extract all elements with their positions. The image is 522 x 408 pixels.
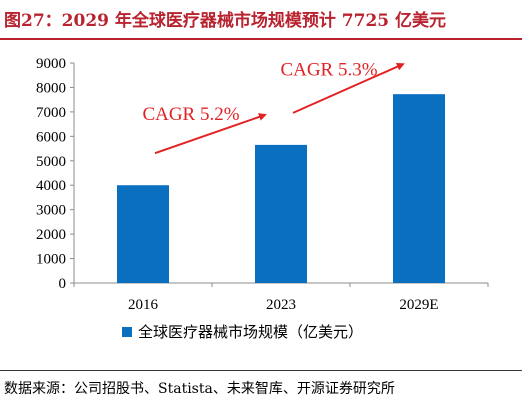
cagr-label: CAGR 5.3% [280,59,377,80]
cagr-label: CAGR 5.2% [142,104,239,125]
bar [393,94,445,283]
y-tick-label: 9000 [36,56,66,72]
chart-area: 0 1000 2000 3000 4000 5000 6000 7000 8000 9000 201… [0,40,522,365]
cagr-arrow [292,62,405,114]
y-tick-label: 8000 [36,80,66,96]
y-tick-label: 6000 [36,129,66,145]
y-tick-label: 5000 [36,154,66,170]
bar [117,185,169,283]
y-tick-label: 0 [59,276,67,292]
title-divider [0,38,522,40]
y-tick-label: 4000 [36,178,66,194]
bar [255,144,307,283]
x-tick-label: 2023 [266,297,296,313]
source-note: 数据来源：公司招股书、Statista、未来智库、开源证券研究所 [4,381,395,397]
x-tick-label: 2016 [128,297,159,313]
cagr-arrow [154,113,267,155]
legend-label: 全球医疗器械市场规模（亿美元） [138,323,363,341]
legend-swatch [122,327,132,337]
y-tick-label: 7000 [36,105,66,121]
y-tick-label: 3000 [36,203,66,219]
y-tick-label: 1000 [36,252,66,268]
x-tick-label: 2029E [399,297,438,313]
figure-title: 图27：2029 年全球医疗器械市场规模预计 7725 亿美元 [4,11,447,31]
figure-header: 图27：2029 年全球医疗器械市场规模预计 7725 亿美元 [0,0,522,40]
source-divider [0,370,522,371]
bar-chart: 0 1000 2000 3000 4000 5000 6000 7000 8000 9000 201… [36,56,489,341]
y-tick-label: 2000 [36,227,66,243]
